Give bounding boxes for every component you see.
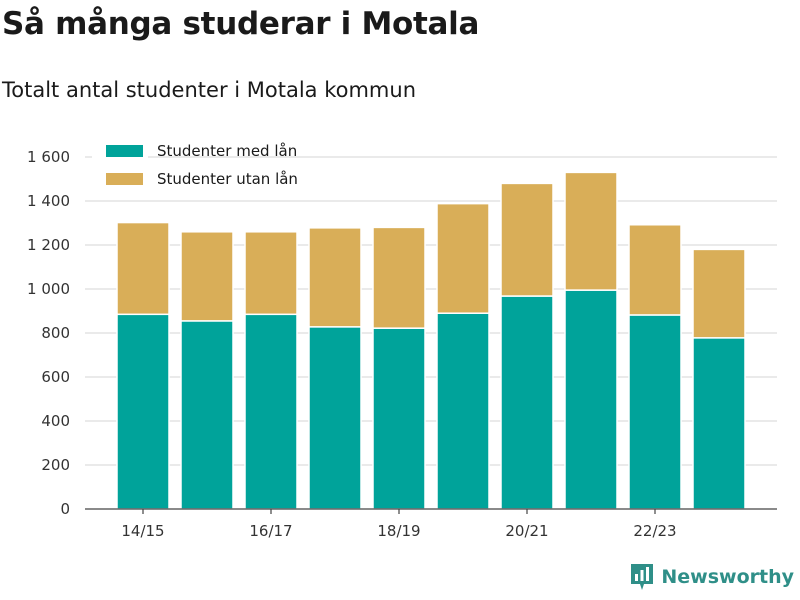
y-tick-label: 1 200 bbox=[27, 236, 70, 254]
y-tick-label: 800 bbox=[41, 324, 70, 342]
bar-segment-utan-lan bbox=[436, 202, 490, 314]
bars bbox=[116, 171, 746, 510]
bar-segment-utan-lan bbox=[372, 226, 426, 329]
x-tick-label: 18/19 bbox=[377, 522, 420, 540]
y-tick-label: 0 bbox=[60, 500, 70, 518]
bar-segment-med-lan bbox=[308, 326, 362, 510]
legend-label: Studenter med lån bbox=[157, 142, 297, 160]
chart-subtitle: Totalt antal studenter i Motala kommun bbox=[2, 78, 417, 102]
y-tick-label: 200 bbox=[41, 456, 70, 474]
y-tick-label: 600 bbox=[41, 368, 70, 386]
chart-title: Så många studerar i Motala bbox=[2, 6, 480, 42]
bar-segment-utan-lan bbox=[500, 182, 554, 297]
y-tick-label: 1 400 bbox=[27, 192, 70, 210]
x-tick-label: 22/23 bbox=[633, 522, 676, 540]
bar-segment-utan-lan bbox=[564, 171, 618, 291]
legend-swatch bbox=[106, 173, 143, 185]
bar-segment-med-lan bbox=[564, 289, 618, 510]
bar-segment-med-lan bbox=[116, 313, 170, 510]
x-axis: 14/15 16/17 18/19 20/21 22/23 bbox=[85, 508, 777, 540]
bar-segment-med-lan bbox=[244, 313, 298, 510]
y-tick-label: 1 000 bbox=[27, 280, 70, 298]
legend-swatch bbox=[106, 145, 143, 157]
x-tick-label: 20/21 bbox=[505, 522, 548, 540]
bar-segment-med-lan bbox=[500, 295, 554, 510]
y-tick-label: 400 bbox=[41, 412, 70, 430]
newsworthy-logo-icon bbox=[631, 564, 654, 590]
bar-segment-med-lan bbox=[628, 314, 682, 510]
x-tick-label: 14/15 bbox=[121, 522, 164, 540]
bar-segment-utan-lan bbox=[180, 231, 234, 322]
legend: Studenter med lån Studenter utan lån bbox=[92, 142, 298, 188]
x-tick-label: 16/17 bbox=[249, 522, 292, 540]
bar-segment-med-lan bbox=[692, 337, 746, 510]
y-axis: 0 200 400 600 800 1 000 1 200 1 400 1 600 bbox=[27, 148, 70, 518]
brand-name: Newsworthy bbox=[661, 566, 794, 588]
bar-segment-med-lan bbox=[372, 327, 426, 510]
bar-segment-utan-lan bbox=[116, 221, 170, 316]
bar-segment-med-lan bbox=[436, 312, 490, 510]
legend-label: Studenter utan lån bbox=[157, 170, 298, 188]
bar-segment-utan-lan bbox=[308, 227, 362, 328]
bar-segment-med-lan bbox=[180, 320, 234, 510]
bar-segment-utan-lan bbox=[692, 248, 746, 339]
brand: Newsworthy bbox=[629, 562, 794, 592]
bar-segment-utan-lan bbox=[244, 231, 298, 316]
y-tick-label: 1 600 bbox=[27, 148, 70, 166]
bar-segment-utan-lan bbox=[628, 224, 682, 316]
